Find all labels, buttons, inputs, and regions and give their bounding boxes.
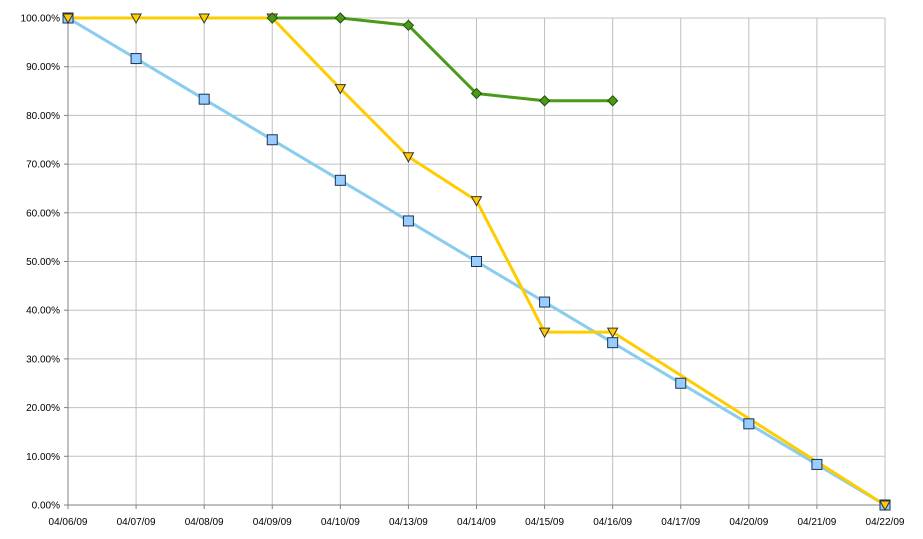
y-tick-label: 60.00% (26, 208, 60, 219)
series-3-point (470, 87, 483, 100)
series-1-point (334, 174, 346, 186)
series-3-point (402, 19, 415, 32)
x-tick-label: 04/16/09 (593, 517, 632, 528)
series-markers (62, 12, 891, 512)
x-tick-label: 04/09/09 (253, 517, 292, 528)
y-tick-label: 50.00% (26, 257, 60, 268)
series-1-point (743, 418, 755, 430)
series-2-point (606, 327, 619, 339)
y-tick-label: 20.00% (26, 403, 60, 414)
series-2-point (334, 84, 347, 95)
series-2-point (198, 13, 211, 25)
y-tick-label: 100.00% (21, 14, 61, 25)
series-1-point (266, 134, 278, 146)
y-tick-label: 10.00% (26, 452, 60, 463)
x-tick-label: 04/17/09 (661, 517, 700, 528)
series-1-point (811, 458, 823, 470)
x-tick-label: 04/06/09 (49, 517, 88, 528)
series-3-point (606, 95, 619, 107)
x-tick-label: 04/14/09 (457, 517, 496, 528)
y-tick-label: 0.00% (32, 501, 60, 512)
series-1-point (198, 93, 210, 105)
series-1-point (471, 256, 482, 267)
series-2-point (538, 327, 551, 339)
series-3-point (266, 12, 278, 24)
y-tick-label: 90.00% (26, 62, 60, 73)
series-1-point (130, 53, 142, 65)
x-tick-label: 04/20/09 (729, 517, 768, 528)
series-2-point (470, 196, 483, 207)
series-2-point (879, 500, 891, 512)
series-3-point (334, 12, 347, 24)
y-tick-label: 80.00% (26, 111, 60, 122)
y-tick-label: 40.00% (26, 306, 60, 317)
series-3-point (538, 95, 551, 107)
x-tick-label: 04/22/09 (866, 517, 905, 528)
y-tick-label: 30.00% (26, 354, 60, 365)
y-tick-label: 70.00% (26, 160, 60, 171)
series-2-point (62, 13, 74, 25)
series-1-point (539, 296, 551, 308)
x-tick-label: 04/08/09 (185, 517, 224, 528)
x-tick-label: 04/10/09 (321, 517, 360, 528)
series-1-point (607, 337, 619, 349)
series-2-line (68, 16, 886, 507)
series-3-line (272, 16, 613, 103)
series-2-point (402, 152, 415, 163)
x-tick-label: 04/21/09 (797, 517, 836, 528)
x-tick-label: 04/13/09 (389, 517, 428, 528)
tick-labels: 0.00% 10.00% 20.00% 30.00% 40.00% 50.00% 60.00… (21, 14, 905, 529)
x-tick-label: 04/15/09 (525, 517, 564, 528)
series-2-point (130, 13, 142, 25)
x-tick-label: 04/07/09 (117, 517, 156, 528)
series-1-point (675, 377, 687, 389)
series-1-point (402, 215, 414, 227)
